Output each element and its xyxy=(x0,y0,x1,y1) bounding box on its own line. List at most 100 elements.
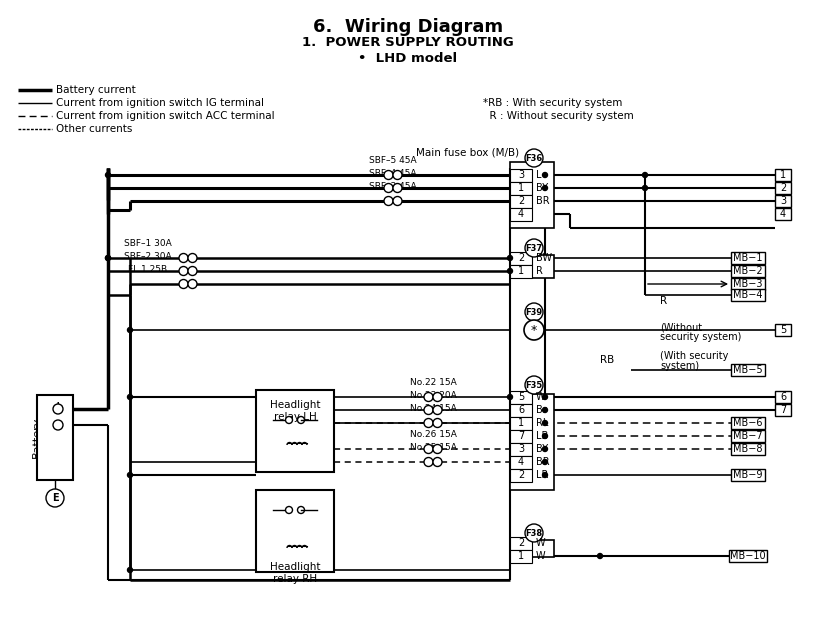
Circle shape xyxy=(285,417,293,424)
Bar xyxy=(510,162,554,228)
Text: W: W xyxy=(536,551,545,561)
Text: R: R xyxy=(660,296,667,306)
Bar xyxy=(510,429,532,442)
Text: 6: 6 xyxy=(780,392,786,402)
Text: SBF–1 30A: SBF–1 30A xyxy=(124,239,172,248)
Text: F37: F37 xyxy=(526,243,543,252)
Text: MB−2: MB−2 xyxy=(734,266,763,276)
Text: Headlight
relay RH: Headlight relay RH xyxy=(270,562,320,583)
Text: 1: 1 xyxy=(518,551,524,561)
Text: 5: 5 xyxy=(518,392,524,402)
Text: BW: BW xyxy=(536,253,552,263)
Text: Current from ignition switch IG terminal: Current from ignition switch IG terminal xyxy=(56,98,264,108)
Circle shape xyxy=(105,256,111,261)
Text: 2: 2 xyxy=(518,196,524,206)
Bar xyxy=(731,430,765,442)
Circle shape xyxy=(433,458,442,466)
Circle shape xyxy=(508,394,513,399)
Text: R : Without security system: R : Without security system xyxy=(483,111,634,121)
Bar xyxy=(510,194,532,208)
Bar xyxy=(510,550,532,562)
Bar xyxy=(510,252,532,265)
Bar xyxy=(510,537,532,550)
Bar xyxy=(775,195,791,207)
Text: R: R xyxy=(536,266,543,276)
Bar xyxy=(256,490,334,572)
Circle shape xyxy=(188,279,197,288)
Text: −: − xyxy=(53,417,64,429)
Text: Other currents: Other currents xyxy=(56,124,132,134)
Circle shape xyxy=(105,256,111,261)
Circle shape xyxy=(297,417,305,424)
Circle shape xyxy=(543,394,548,399)
Circle shape xyxy=(433,392,442,401)
Text: 3: 3 xyxy=(780,196,786,206)
Text: F38: F38 xyxy=(526,528,543,537)
Text: MB−9: MB−9 xyxy=(734,470,763,480)
Circle shape xyxy=(393,183,402,192)
Text: SBF–4 45A: SBF–4 45A xyxy=(369,169,416,178)
Text: 1: 1 xyxy=(518,266,524,276)
Bar xyxy=(731,469,765,481)
Text: 7: 7 xyxy=(518,431,524,441)
Circle shape xyxy=(179,254,188,263)
Circle shape xyxy=(188,254,197,263)
Circle shape xyxy=(543,420,548,426)
Circle shape xyxy=(424,458,433,466)
Bar xyxy=(510,265,532,277)
Text: MB−4: MB−4 xyxy=(734,290,763,300)
Text: 2: 2 xyxy=(518,253,524,263)
Circle shape xyxy=(53,404,63,414)
Circle shape xyxy=(179,266,188,275)
Text: BR: BR xyxy=(536,457,549,467)
Circle shape xyxy=(424,392,433,401)
Bar xyxy=(510,208,532,220)
Text: E: E xyxy=(51,493,59,503)
Text: BR: BR xyxy=(536,196,549,206)
Text: MB−8: MB−8 xyxy=(734,444,763,454)
Circle shape xyxy=(543,408,548,413)
Text: *: * xyxy=(531,323,537,337)
Circle shape xyxy=(525,149,543,167)
Text: 1: 1 xyxy=(518,183,524,193)
Text: Headlight
relay LH: Headlight relay LH xyxy=(270,400,320,422)
Bar xyxy=(510,417,532,429)
Text: •  LHD model: • LHD model xyxy=(359,52,457,65)
Circle shape xyxy=(188,266,197,275)
Text: MB−1: MB−1 xyxy=(734,253,763,263)
Bar xyxy=(510,181,532,194)
Circle shape xyxy=(525,376,543,394)
Text: 1: 1 xyxy=(518,418,524,428)
Text: MB−3: MB−3 xyxy=(734,279,763,289)
Circle shape xyxy=(642,173,647,178)
Text: F36: F36 xyxy=(526,153,543,162)
Text: 4: 4 xyxy=(780,209,786,219)
Bar xyxy=(731,252,765,264)
Bar xyxy=(775,324,791,336)
Text: Main fuse box (M/B): Main fuse box (M/B) xyxy=(416,147,520,157)
Circle shape xyxy=(424,406,433,415)
Text: F39: F39 xyxy=(526,307,543,316)
Circle shape xyxy=(127,394,133,399)
Bar xyxy=(775,208,791,220)
Text: RB: RB xyxy=(600,355,615,365)
Bar xyxy=(510,169,532,181)
Text: SBF–3 45A: SBF–3 45A xyxy=(369,182,416,191)
Circle shape xyxy=(384,183,393,192)
Text: LR: LR xyxy=(536,470,548,480)
Circle shape xyxy=(393,171,402,180)
Circle shape xyxy=(508,268,513,273)
Text: 2: 2 xyxy=(780,183,786,193)
Bar xyxy=(731,364,765,376)
Text: No.26 15A: No.26 15A xyxy=(410,430,456,439)
Bar xyxy=(775,404,791,416)
Bar xyxy=(510,403,532,417)
Circle shape xyxy=(127,328,133,332)
Circle shape xyxy=(393,197,402,206)
Circle shape xyxy=(543,173,548,178)
Bar xyxy=(37,395,73,480)
Circle shape xyxy=(642,185,647,190)
Text: No.25 15A: No.25 15A xyxy=(410,443,456,452)
Circle shape xyxy=(384,197,393,206)
Text: BY: BY xyxy=(536,444,548,454)
